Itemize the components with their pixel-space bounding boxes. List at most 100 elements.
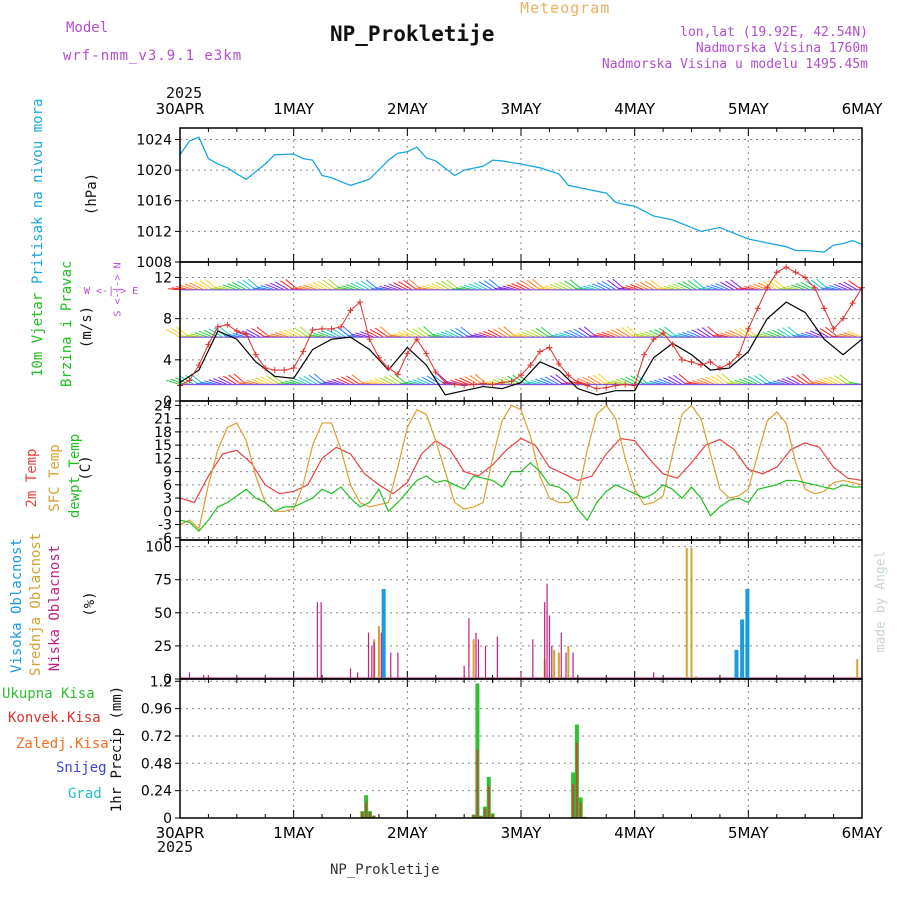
- wind-barb: [668, 376, 683, 385]
- wind-speed-point: [356, 299, 363, 306]
- wind-barb: [328, 278, 342, 291]
- wind-barb: [535, 378, 550, 385]
- wind-barb: [795, 283, 811, 291]
- wind-barb: [582, 377, 598, 385]
- wind-speed-point: [811, 284, 818, 291]
- wind-barb: [450, 379, 465, 386]
- cloud-low-bar: [496, 636, 498, 679]
- wind-speed-point: [271, 367, 278, 374]
- wind-barb: [639, 332, 654, 338]
- cloud-low-bar: [316, 602, 318, 679]
- cloud-low-bar: [397, 652, 399, 679]
- wind-barb: [786, 376, 801, 385]
- wind-speed-point: [404, 350, 411, 357]
- y-tick-label: -6: [158, 531, 172, 547]
- y-tick-label: 1016: [136, 194, 172, 210]
- wind-barb: [847, 331, 863, 338]
- wind-barb: [342, 325, 356, 338]
- wind-barb: [251, 378, 266, 385]
- wind-compass-we: W <-|-> E: [84, 286, 139, 297]
- wind-speed-point: [830, 325, 837, 332]
- wind-barb: [577, 378, 593, 385]
- wind-barb: [786, 285, 801, 291]
- wind-barb: [312, 282, 328, 291]
- precip-conv-bar: [472, 814, 475, 818]
- wind-barb: [620, 377, 635, 385]
- wind-barb: [260, 285, 275, 291]
- wind-barb: [284, 329, 299, 338]
- wind-barb: [625, 376, 640, 385]
- wind-speed-point: [224, 321, 231, 328]
- wind-barb: [639, 281, 654, 291]
- wind-barb: [838, 282, 853, 291]
- wind-speed-point: [480, 380, 487, 387]
- wind-barb: [516, 281, 531, 291]
- wind-barb: [829, 285, 844, 291]
- cloud-low-bar: [548, 615, 551, 679]
- wind-barb: [394, 373, 408, 385]
- cloud-low-bar: [520, 672, 522, 679]
- wind-barb: [227, 283, 242, 291]
- y-tick-label: 0: [163, 811, 172, 827]
- y-tick-label: 0: [163, 672, 172, 688]
- wind-barb: [289, 379, 304, 386]
- y-tick-label: 18: [154, 425, 172, 441]
- wind-speed-point: [612, 382, 619, 389]
- wind-speed-point: [366, 336, 373, 343]
- wind-barb: [502, 376, 517, 385]
- wind-barb: [233, 373, 247, 385]
- cloud-low-bar: [380, 632, 382, 679]
- wind-barb: [274, 281, 290, 291]
- wind-barb: [459, 377, 474, 385]
- wind-barb: [398, 281, 413, 291]
- wind-speed-point: [745, 325, 752, 332]
- wind-barb: [729, 330, 744, 338]
- wind-barb: [767, 330, 782, 338]
- wind-barb: [450, 328, 465, 338]
- wind-barb: [313, 332, 327, 338]
- y-tick-label: -3: [158, 518, 172, 534]
- wind-barb: [625, 285, 640, 291]
- wind-barb: [402, 330, 418, 338]
- wind-barb: [270, 282, 285, 291]
- precip-conv-bar: [487, 786, 490, 818]
- wind-speed-point: [603, 384, 610, 391]
- precip-conv-bar: [491, 814, 494, 818]
- wind-barb: [374, 378, 389, 385]
- wind-barb: [532, 278, 546, 291]
- wind-barb: [721, 373, 735, 385]
- wind-speed-point: [631, 382, 638, 389]
- wind-speed-point: [669, 341, 676, 348]
- wind-barb: [255, 377, 271, 385]
- wind-speed-point: [849, 300, 856, 307]
- y-tick-label: 1020: [136, 163, 172, 179]
- day-label-top: 2MAY: [387, 100, 429, 118]
- cloud-low-bar: [373, 641, 375, 679]
- wind-speed-point: [707, 358, 714, 365]
- precip-conv-bar: [572, 783, 575, 818]
- wind-barb: [663, 377, 678, 385]
- wind-speed-point: [385, 365, 392, 372]
- elevation-text: Nadmorska Visina 1760m: [695, 41, 868, 56]
- wind-barb: [247, 278, 261, 291]
- wind-barb: [331, 328, 347, 338]
- wind-barb: [426, 284, 441, 291]
- wind-barb: [634, 282, 650, 291]
- wind-barb: [322, 330, 337, 338]
- wind-speed-point: [205, 341, 212, 348]
- wind-speed-point: [716, 365, 723, 372]
- wind-barb: [345, 284, 361, 291]
- wind-barb: [814, 379, 829, 386]
- precip-conv-bar: [372, 815, 375, 818]
- wind-barb: [816, 278, 830, 291]
- wind-barb: [327, 380, 342, 386]
- wind-barb: [492, 328, 508, 338]
- wind-barb: [677, 282, 692, 291]
- wind-barb: [587, 284, 602, 291]
- wind-barb: [833, 283, 848, 291]
- wind-barb: [720, 332, 735, 338]
- precip-legend-snow: Snijeg: [56, 760, 107, 776]
- day-label-bottom: 4MAY: [614, 824, 656, 842]
- wind-barb: [705, 376, 721, 385]
